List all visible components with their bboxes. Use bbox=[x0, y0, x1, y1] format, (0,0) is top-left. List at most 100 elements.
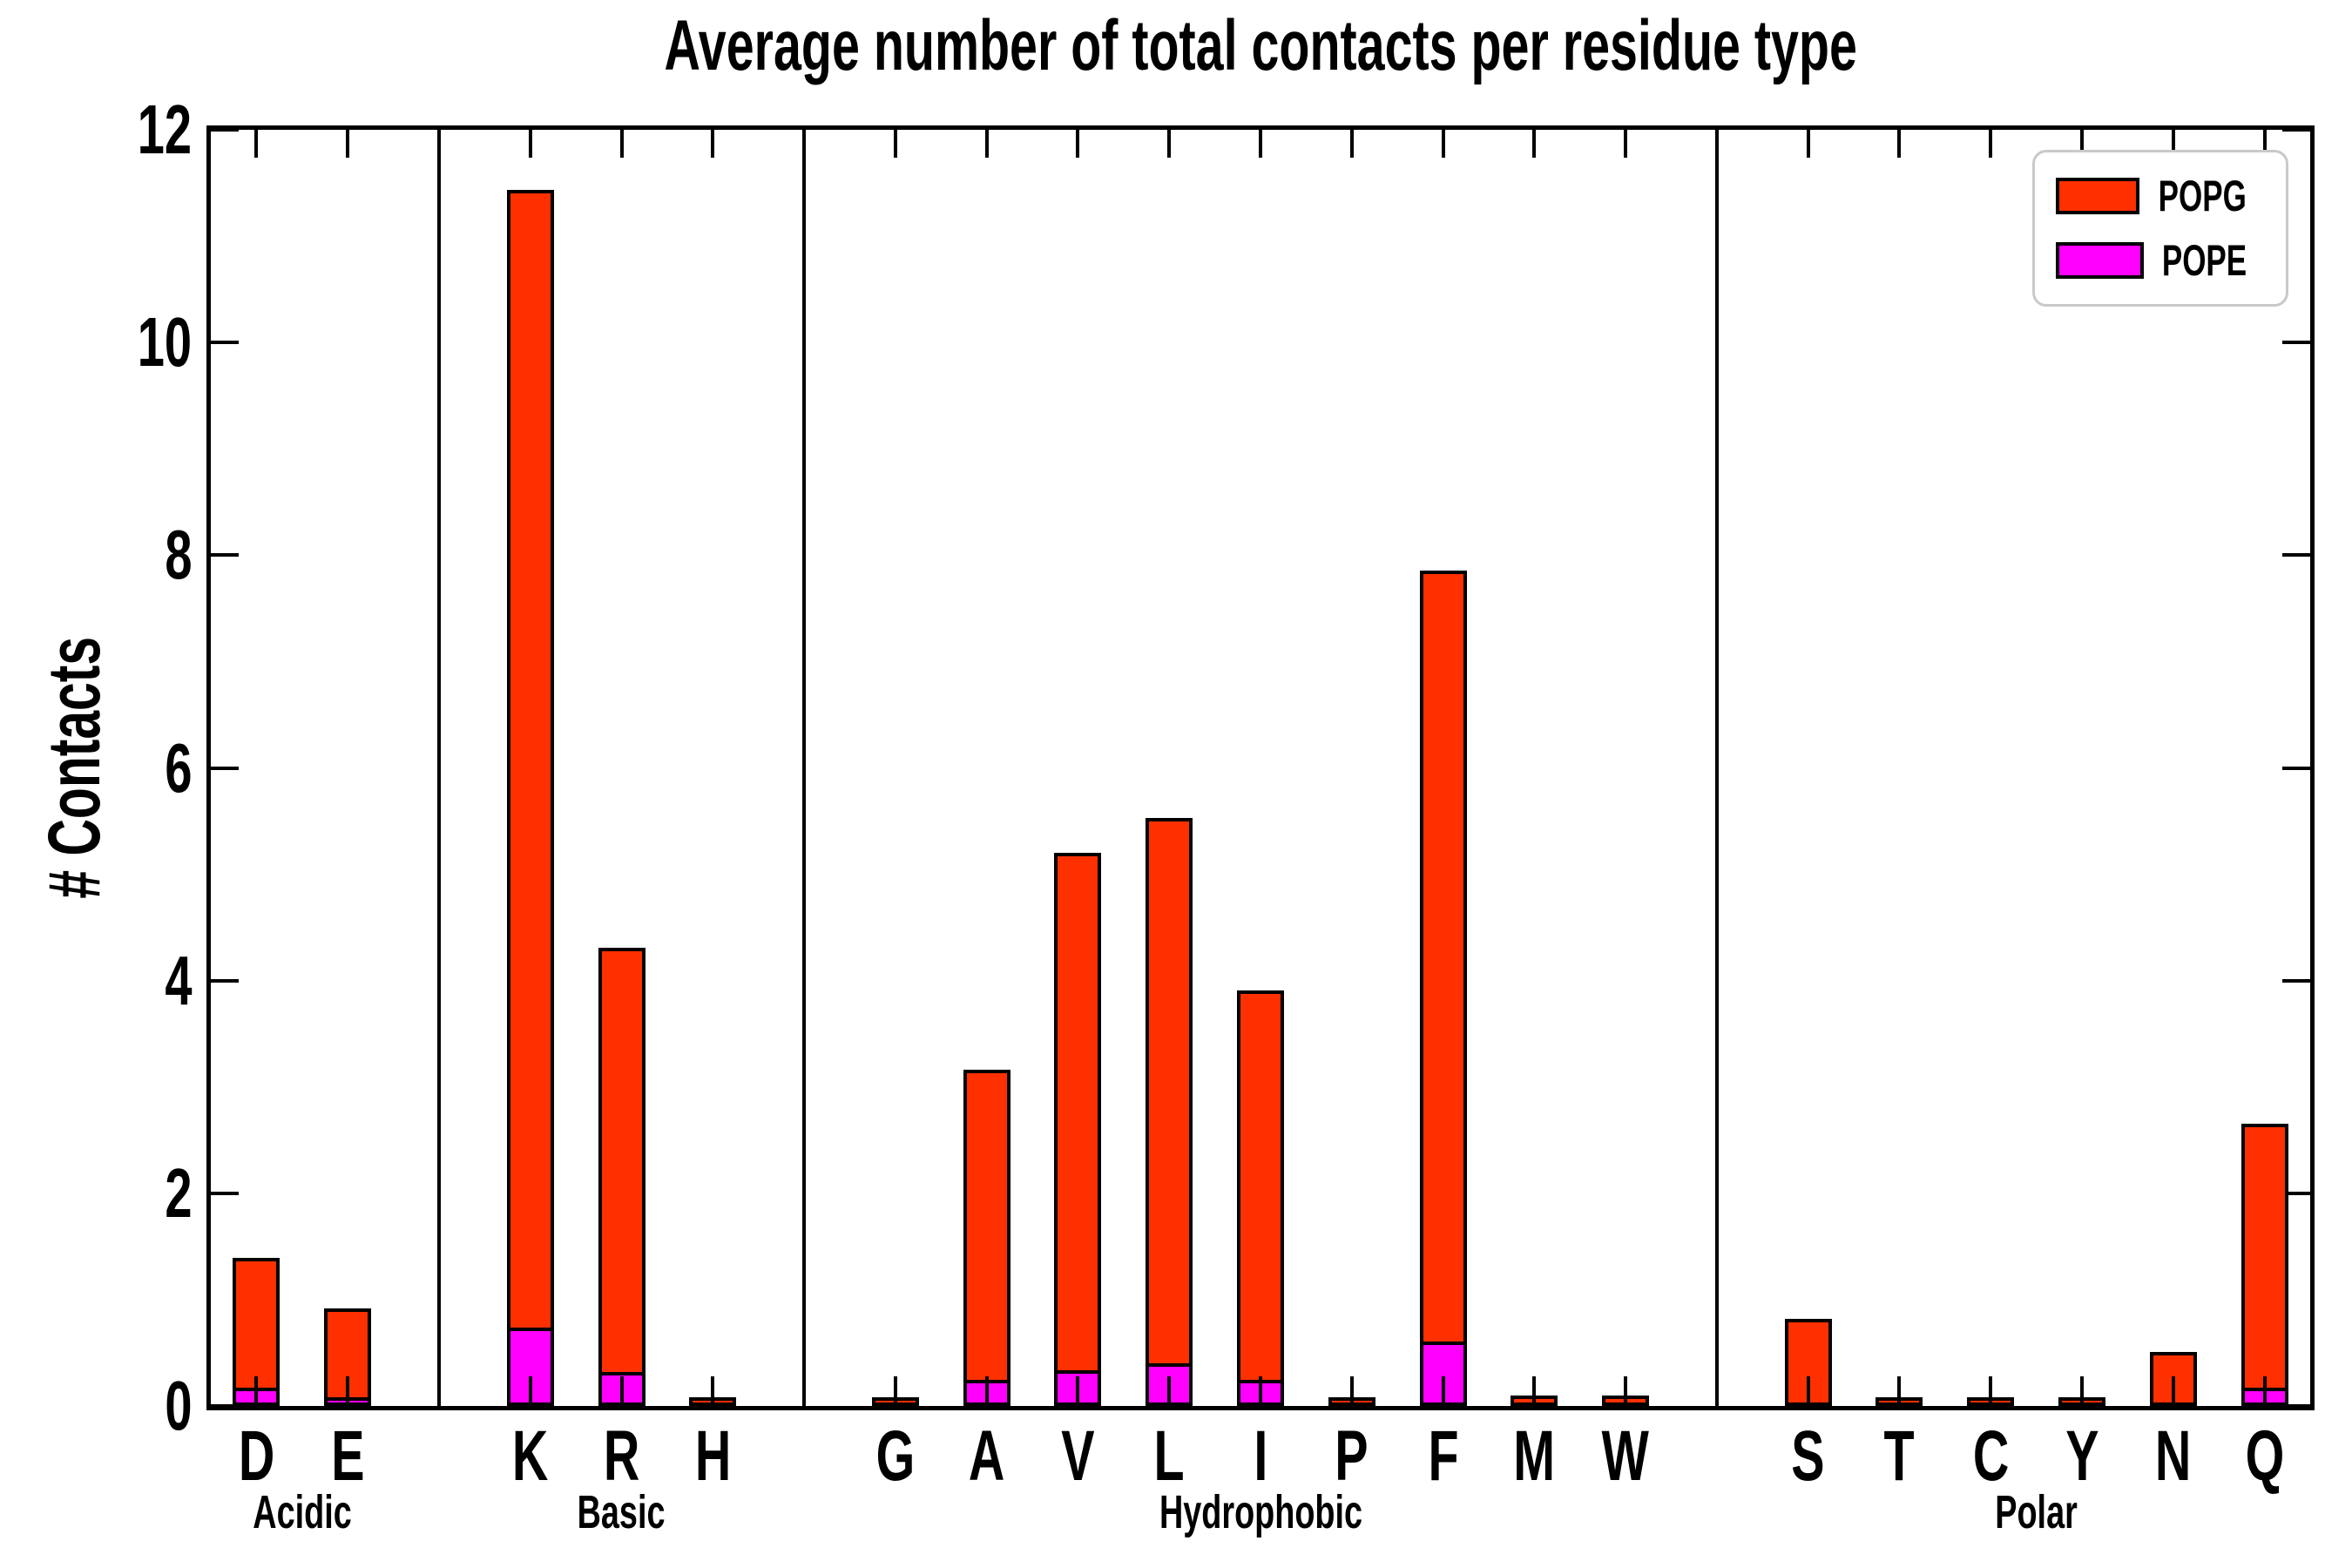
x-tick-top bbox=[1259, 130, 1262, 158]
x-tick-label-V: V bbox=[1030, 1421, 1125, 1492]
x-tick-label-G: G bbox=[848, 1416, 943, 1496]
x-tick-label-text: M bbox=[1513, 1416, 1556, 1496]
x-tick-label-text: R bbox=[603, 1416, 640, 1496]
x-tick-top bbox=[711, 130, 715, 158]
x-tick-top bbox=[619, 130, 624, 158]
y-tick-right bbox=[2282, 553, 2310, 558]
x-tick-label-text: N bbox=[2155, 1416, 2192, 1496]
x-tick-bottom bbox=[711, 1376, 715, 1406]
x-tick-label-W: W bbox=[1578, 1421, 1673, 1492]
y-tick-label-text: 8 bbox=[164, 516, 192, 594]
bar-popg-K bbox=[506, 189, 554, 1406]
x-tick-bottom bbox=[1076, 1376, 1080, 1406]
y-tick-right bbox=[2282, 1191, 2310, 1195]
x-tick-label-text: E bbox=[331, 1416, 365, 1496]
x-tick-label-text: F bbox=[1428, 1416, 1459, 1496]
legend-swatch-popg bbox=[2056, 178, 2139, 215]
group-label-text: Polar bbox=[1995, 1486, 2078, 1538]
x-tick-top bbox=[802, 130, 807, 158]
group-label-text: Hydrophobic bbox=[1159, 1486, 1362, 1538]
y-tick-label-6: 6 bbox=[17, 729, 192, 808]
x-tick-top bbox=[1624, 130, 1628, 158]
x-tick-bottom bbox=[2171, 1376, 2175, 1406]
x-tick-label-text: Y bbox=[2065, 1416, 2099, 1496]
x-tick-label-text: K bbox=[512, 1416, 549, 1496]
x-tick-label-text: H bbox=[694, 1416, 732, 1496]
x-tick-top bbox=[1532, 130, 1537, 158]
bar-pope-K bbox=[506, 1328, 554, 1406]
bar-popg-I bbox=[1237, 990, 1284, 1406]
x-tick-label-Y: Y bbox=[2034, 1416, 2130, 1496]
x-tick-bottom bbox=[893, 1376, 897, 1406]
x-tick-label-P: P bbox=[1304, 1416, 1400, 1496]
y-tick-label-text: 10 bbox=[137, 303, 192, 382]
x-tick-bottom bbox=[528, 1376, 532, 1406]
y-tick-left bbox=[211, 1404, 239, 1408]
x-tick-label-text: Q bbox=[2245, 1416, 2284, 1496]
y-tick-label-0: 0 bbox=[17, 1367, 192, 1445]
y-tick-label-4: 4 bbox=[17, 942, 192, 1020]
group-label-polar: Polar bbox=[1819, 1486, 2254, 1538]
x-tick-label-H: H bbox=[665, 1416, 760, 1496]
x-tick-top bbox=[254, 130, 259, 158]
group-separator-line bbox=[436, 130, 441, 1406]
x-tick-top bbox=[2262, 130, 2267, 158]
y-tick-label-text: 0 bbox=[164, 1367, 192, 1444]
legend-row-pope: POPE bbox=[2056, 235, 2265, 286]
group-label-hydrophobic: Hydrophobic bbox=[1043, 1486, 1478, 1538]
x-tick-bottom bbox=[254, 1376, 259, 1406]
y-tick-right bbox=[2282, 978, 2310, 983]
x-tick-label-R: R bbox=[574, 1416, 670, 1496]
x-tick-bottom bbox=[1989, 1376, 1993, 1406]
legend-label-pope: POPE bbox=[2161, 235, 2247, 285]
x-tick-top bbox=[1167, 130, 1172, 158]
bar-popg-A bbox=[963, 1069, 1010, 1406]
x-tick-label-A: A bbox=[939, 1421, 1035, 1492]
x-tick-top bbox=[1897, 130, 1902, 158]
x-tick-top bbox=[1349, 130, 1354, 158]
group-label-acidic: Acidic bbox=[84, 1486, 520, 1538]
x-tick-bottom bbox=[1349, 1376, 1354, 1406]
y-tick-right bbox=[2282, 1404, 2310, 1408]
x-tick-label-Q: Q bbox=[2217, 1416, 2313, 1496]
y-tick-left bbox=[211, 553, 239, 558]
x-tick-bottom bbox=[1441, 1376, 1445, 1406]
y-tick-label-text: 12 bbox=[137, 91, 192, 168]
y-tick-right bbox=[2282, 128, 2310, 132]
x-tick-label-text: D bbox=[238, 1416, 275, 1496]
x-tick-label-N: N bbox=[2126, 1416, 2221, 1496]
x-tick-bottom bbox=[2262, 1376, 2267, 1406]
x-tick-top bbox=[346, 130, 350, 158]
x-tick-label-M: M bbox=[1486, 1416, 1582, 1496]
x-tick-top bbox=[893, 130, 897, 158]
y-tick-label-8: 8 bbox=[17, 516, 192, 594]
x-tick-label-text: T bbox=[1883, 1416, 1916, 1496]
x-tick-label-E: E bbox=[300, 1416, 395, 1496]
x-tick-bottom bbox=[1897, 1376, 1902, 1406]
y-tick-left bbox=[211, 766, 239, 770]
chart-title-text: Average number of total contacts per res… bbox=[664, 6, 1857, 85]
x-tick-label-F: F bbox=[1396, 1416, 1491, 1496]
y-tick-label-text: 6 bbox=[164, 728, 192, 807]
x-tick-bottom bbox=[2080, 1376, 2085, 1406]
x-tick-top bbox=[1076, 130, 1080, 158]
y-tick-label-text: 2 bbox=[164, 1153, 192, 1232]
x-tick-top bbox=[1441, 130, 1445, 158]
bar-popg-L bbox=[1146, 818, 1193, 1406]
x-tick-bottom bbox=[1167, 1376, 1172, 1406]
x-tick-top bbox=[528, 130, 532, 158]
x-tick-bottom bbox=[984, 1376, 989, 1406]
x-tick-label-text: P bbox=[1335, 1416, 1369, 1496]
y-tick-left bbox=[211, 978, 239, 983]
group-separator-line bbox=[1714, 130, 1719, 1406]
x-tick-bottom bbox=[1624, 1376, 1628, 1406]
x-tick-label-text: L bbox=[1153, 1416, 1185, 1496]
x-tick-label-text: G bbox=[875, 1416, 916, 1496]
y-tick-left bbox=[211, 341, 239, 345]
x-tick-bottom bbox=[1259, 1376, 1262, 1406]
x-tick-top bbox=[2080, 130, 2085, 158]
x-tick-label-I: I bbox=[1213, 1416, 1308, 1496]
group-label-basic: Basic bbox=[404, 1486, 840, 1538]
x-tick-label-text: I bbox=[1254, 1416, 1267, 1496]
